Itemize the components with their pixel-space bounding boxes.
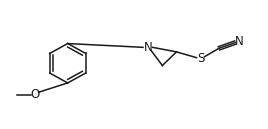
Text: O: O <box>31 88 40 101</box>
Text: S: S <box>197 53 204 65</box>
Text: N: N <box>234 35 243 48</box>
Text: N: N <box>143 41 152 54</box>
